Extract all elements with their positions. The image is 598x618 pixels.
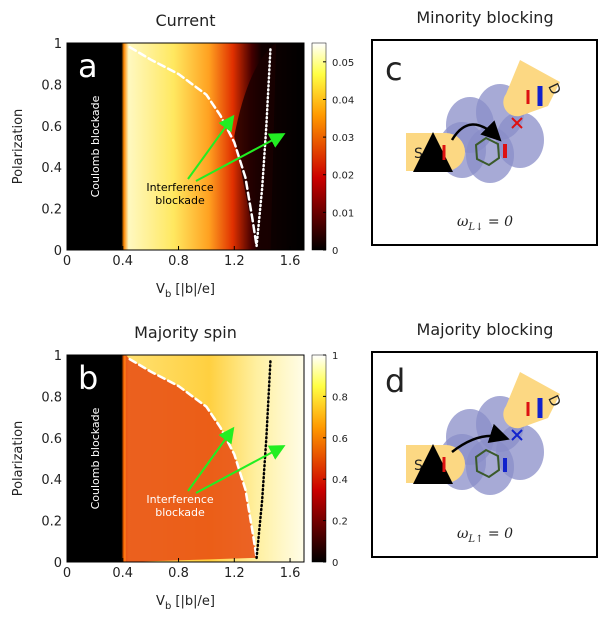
panel-label: a [78, 47, 98, 85]
y-tick-label: 0.6 [41, 432, 62, 447]
y-tick-label: 0 [54, 244, 62, 259]
chart-title: Current [155, 11, 215, 30]
y-axis-label: Polarization [11, 109, 26, 185]
panel-label: d [385, 362, 405, 400]
y-tick-label: 0 [54, 556, 62, 571]
annotation: blockade [155, 506, 205, 519]
hop-arrow [451, 423, 510, 453]
y-tick-label: 0.4 [41, 161, 62, 176]
drain-lead [503, 60, 560, 117]
chart-title: Majority spin [134, 323, 237, 342]
colorbar-tick-label: 0.8 [332, 392, 348, 403]
y-tick-label: 0.2 [41, 203, 62, 218]
label: ωL↓ = 0 [457, 214, 513, 233]
x-tick-label: 1.6 [280, 254, 301, 269]
annotation: Coulomb blockade [89, 407, 102, 509]
colorbar [311, 42, 327, 251]
annotation: blockade [155, 194, 205, 207]
arrow [195, 133, 286, 182]
blocked-cross [511, 429, 523, 441]
text: V [156, 282, 165, 297]
suffix: = 0 [483, 214, 513, 230]
colorbar-tick-label: 0.4 [332, 475, 348, 486]
blocked-cross [511, 117, 523, 129]
x-tick-label: 0 [63, 254, 71, 269]
label: Vb [|b|/e] [156, 282, 215, 300]
benzene-ring [474, 448, 501, 479]
x-tick-label: 0.8 [168, 566, 189, 581]
text: V [156, 594, 165, 609]
label: Vb [|b|/e] [156, 594, 215, 612]
x-tick-label: 0 [63, 566, 71, 581]
annotation: Interference [146, 493, 214, 506]
colorbar-tick-label: 0 [332, 246, 338, 257]
colorbar-tick-label: 1 [332, 351, 338, 362]
suffix: [|b|/e] [171, 594, 215, 609]
arrow [187, 426, 235, 492]
colorbar-tick-label: 0.03 [332, 133, 354, 144]
dotted-line [255, 357, 272, 560]
x-tick-label: 0.4 [112, 254, 133, 269]
heatmap-region [125, 355, 257, 562]
arrow [187, 114, 235, 180]
heatmap-region [234, 43, 277, 250]
y-tick-label: 0.8 [41, 390, 62, 405]
diagram-title: Majority blocking [417, 320, 554, 339]
subscript: b [165, 289, 171, 300]
drain-lead [503, 372, 560, 429]
colorbar-tick-label: 0.05 [332, 58, 354, 69]
plot-frame [66, 42, 305, 251]
y-tick-label: 1 [54, 349, 62, 364]
suffix: = 0 [483, 526, 513, 542]
annotation: Interference [146, 181, 214, 194]
chart: Current 0 0.4 0.8 1.2 1.6 0 0.2 0.4 0.6 0.8 1 Vb [|b… [11, 11, 354, 300]
panel-label: b [78, 359, 98, 397]
x-tick-label: 1.2 [224, 566, 245, 581]
subscript: L↑ [467, 534, 483, 545]
y-tick-label: 0.2 [41, 515, 62, 530]
colorbar-tick-label: 0.02 [332, 171, 354, 182]
text: ω [457, 214, 469, 230]
source-label: S [414, 146, 423, 162]
subscript: b [165, 601, 171, 612]
plot-frame [66, 354, 305, 563]
colorbar-tick-label: 0 [332, 558, 338, 569]
x-tick-label: 1.2 [224, 254, 245, 269]
x-tick-label: 0.8 [168, 254, 189, 269]
colorbar-tick-label: 0.2 [332, 517, 348, 528]
dotted-line [255, 45, 272, 248]
hop-arrow [450, 120, 502, 142]
x-tick-label: 0.4 [112, 566, 133, 581]
diagram-title: Minority blocking [416, 8, 553, 27]
subscript: L↓ [467, 222, 483, 233]
y-tick-label: 1 [54, 37, 62, 52]
colorbar-tick-label: 0.6 [332, 434, 348, 445]
panel-label: c [385, 50, 403, 88]
label: ωL↑ = 0 [457, 526, 513, 545]
arrow [195, 445, 286, 494]
chart: Majority spin 0 0.4 0.8 1.2 1.6 0 0.2 0.4 0.6 0.8 1… [11, 323, 348, 612]
y-tick-label: 0.6 [41, 120, 62, 135]
text: ω [457, 526, 469, 542]
source-label: S [414, 458, 423, 474]
y-axis-label: Polarization [11, 421, 26, 497]
suffix: [|b|/e] [171, 282, 215, 297]
y-tick-label: 0.4 [41, 473, 62, 488]
annotation: Coulomb blockade [89, 95, 102, 197]
colorbar [311, 354, 327, 563]
x-tick-label: 1.6 [280, 566, 301, 581]
y-tick-label: 0.8 [41, 78, 62, 93]
colorbar-tick-label: 0.04 [332, 95, 354, 106]
colorbar-tick-label: 0.01 [332, 208, 354, 219]
